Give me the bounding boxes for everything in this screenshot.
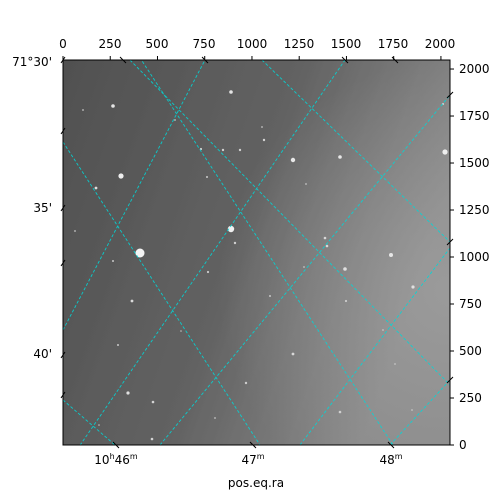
grid-line [63, 60, 206, 331]
grid-line [261, 60, 450, 243]
sky-image [63, 60, 450, 445]
coordinate-grid [63, 60, 450, 445]
left-tick-label: 40' [33, 347, 52, 361]
grid-line [159, 94, 450, 445]
right-tick-label: 1500 [459, 156, 490, 170]
bottom-tick-label: 47m [241, 452, 264, 467]
grid-line [63, 399, 116, 445]
grid-line [79, 60, 346, 445]
bottom-tick-label: 10h46m [94, 452, 138, 467]
grid-line [63, 141, 261, 445]
right-tick-label: 1750 [459, 109, 490, 123]
right-tick-label: 500 [459, 344, 482, 358]
left-tick-mark [60, 391, 66, 399]
right-axis: 0 250 500 750 1000 1250 1500 1750 2000 [459, 62, 490, 452]
top-wcs-tick-mark [391, 56, 399, 64]
top-tick-label: 1750 [378, 37, 409, 51]
x-axis-label: pos.eq.ra [228, 476, 284, 490]
top-axis: 0 250 500 750 1000 1250 1500 1750 2000 [59, 37, 455, 51]
right-tick-label: 1250 [459, 203, 490, 217]
right-tick-label: 250 [459, 391, 482, 405]
top-tick-label: 2000 [425, 37, 456, 51]
bottom-tick-mark [249, 441, 257, 449]
axis-ticks [60, 56, 454, 449]
right-tick-label: 1000 [459, 250, 490, 264]
left-tick-mark [60, 259, 66, 267]
right-tick-label: 2000 [459, 62, 490, 76]
grid-line [299, 247, 450, 445]
left-tick-label: 71°30' [12, 55, 52, 69]
left-tick-mark [60, 204, 66, 212]
right-wcs-tick-mark [446, 376, 454, 384]
right-tick-label: 750 [459, 297, 482, 311]
bottom-tick-mark [387, 441, 395, 449]
left-tick-mark [60, 351, 66, 359]
top-wcs-tick-mark [119, 56, 127, 64]
star-field [74, 90, 448, 441]
top-tick-label: 750 [193, 37, 216, 51]
plot-frame [62, 59, 451, 446]
top-tick-label: 1250 [284, 37, 315, 51]
bottom-axis: 10h46m 47m 48m pos.eq.ra [94, 452, 402, 490]
top-wcs-tick-mark [341, 56, 349, 64]
top-tick-label: 1500 [331, 37, 362, 51]
top-wcs-tick-mark [201, 56, 209, 64]
right-wcs-tick-mark [446, 238, 454, 246]
grid-line [140, 60, 394, 445]
top-tick-label: 250 [99, 37, 122, 51]
top-tick-label: 1000 [237, 37, 268, 51]
top-tick-label: 0 [59, 37, 67, 51]
grid-line [129, 60, 450, 386]
right-tick-label: 0 [459, 438, 467, 452]
top-tick-label: 500 [146, 37, 169, 51]
bottom-tick-label: 48m [379, 452, 402, 467]
left-axis: 71°30' 35' 40' [12, 55, 52, 361]
left-tick-mark [60, 56, 66, 64]
right-wcs-tick-mark [446, 91, 454, 99]
left-tick-mark [60, 127, 66, 135]
bottom-tick-mark [112, 441, 120, 449]
left-tick-label: 35' [33, 201, 52, 215]
